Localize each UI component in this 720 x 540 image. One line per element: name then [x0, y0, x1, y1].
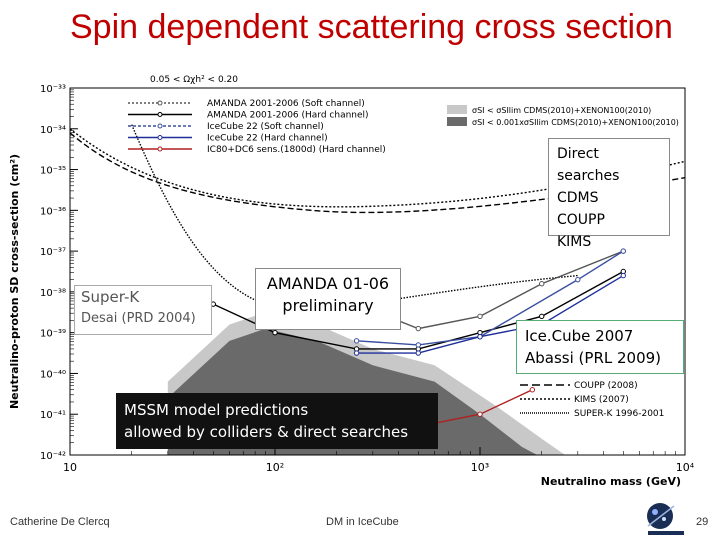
series-point: [353, 350, 360, 356]
legend-swatch: [447, 117, 467, 126]
series-point: [620, 248, 626, 254]
direct-line-1: Direct searches: [557, 146, 620, 184]
x-axis-label: Neutralino mass (GeV): [541, 475, 681, 488]
x-tick-label: 10²: [266, 461, 284, 474]
superk-line-1: Super-K: [81, 288, 140, 306]
y-axis-label: Neutralino-proton SD cross-section (cm²): [8, 154, 21, 409]
series-point: [415, 325, 421, 332]
footer-author: Catherine De Clercq: [10, 516, 110, 528]
coupp-curve: [69, 132, 686, 214]
series-point: [575, 276, 581, 283]
amanda-line-1: AMANDA 01-06: [266, 274, 390, 293]
amanda-line-2: preliminary: [282, 296, 374, 315]
mssm-line-2: allowed by colliders & direct searches: [124, 423, 409, 441]
direct-line-2: CDMS: [557, 190, 599, 206]
legend-label: KIMS (2007): [574, 395, 629, 405]
series-point: [529, 387, 536, 393]
legend-label: SUPER-K 1996-2001: [574, 409, 664, 419]
superk-curve: [131, 124, 578, 310]
superk-line-2: Desai (PRD 2004): [81, 311, 196, 326]
page-number: 29: [696, 516, 709, 528]
legend-label: IceCube 22 (Hard channel): [207, 134, 328, 144]
legend-label: σSI < 0.001xσSIlim CDMS(2010)+XENON100(2…: [472, 118, 679, 127]
y-tick-label: 10⁻⁴⁰: [40, 369, 66, 380]
plot-frame: [69, 87, 686, 456]
slide-title: Spin dependent scattering cross section: [70, 8, 673, 46]
series-point: [539, 281, 545, 287]
legend-label: AMANDA 2001-2006 (Hard channel): [207, 111, 369, 121]
legend-marker: [157, 112, 163, 117]
legend-marker: [157, 135, 163, 140]
footer-talk-title: DM in IceCube: [326, 516, 399, 528]
mssm-note: MSSM model predictions allowed by collid…: [116, 393, 438, 449]
series-point: [477, 313, 483, 320]
y-tick-label: 10⁻³³: [40, 84, 66, 95]
icecube-logo: [647, 503, 684, 535]
direct-line-4: KIMS: [557, 234, 592, 250]
y-tick-label: 10⁻³⁶: [40, 206, 66, 217]
relic-density-note: 0.05 < Ωχh² < 0.20: [150, 75, 238, 85]
y-tick-label: 10⁻³⁴: [40, 125, 66, 136]
legend-label: σSI < σSIlim CDMS(2010)+XENON100(2010): [472, 106, 651, 115]
legend-swatch: [447, 105, 467, 114]
superk-note: Super-K Desai (PRD 2004): [74, 285, 212, 335]
mssm-line-1: MSSM model predictions: [124, 401, 309, 419]
amanda-note: AMANDA 01-06 preliminary: [255, 268, 401, 330]
y-tick-label: 10⁻³⁵: [40, 166, 66, 177]
series-point: [415, 350, 421, 356]
y-tick-label: 10⁻³⁸: [40, 288, 66, 299]
series-point: [477, 334, 483, 340]
legend-marker: [157, 146, 163, 152]
y-tick-label: 10⁻³⁷: [40, 247, 66, 258]
y-tick-label: 10⁻⁴²: [40, 451, 66, 462]
series-point: [415, 342, 421, 348]
legend-marker: [157, 123, 163, 129]
icecube-line-2: Abassi (PRL 2009): [525, 349, 662, 367]
legend-label: AMANDA 2001-2006 (Soft channel): [207, 99, 365, 109]
series-point: [353, 338, 360, 344]
legend-marker: [157, 100, 163, 106]
legend-label: IceCube 22 (Soft channel): [207, 122, 324, 132]
x-tick-label: 10: [63, 461, 77, 474]
direct-line-3: COUPP: [557, 212, 605, 228]
icecube-line-1: Ice.Cube 2007: [525, 327, 634, 345]
icecube-note: Ice.Cube 2007 Abassi (PRL 2009): [516, 320, 684, 374]
legend-label: COUPP (2008): [574, 381, 638, 391]
series-point: [539, 313, 545, 320]
series-point: [620, 272, 626, 279]
direct-searches-note: Direct searches CDMS COUPP KIMS: [548, 138, 670, 250]
series-point: [272, 329, 278, 336]
y-tick-label: 10⁻³⁹: [40, 329, 66, 340]
x-tick-label: 10⁴: [676, 461, 695, 474]
y-tick-label: 10⁻⁴¹: [40, 410, 66, 421]
x-tick-label: 10³: [471, 461, 489, 474]
series-point: [477, 411, 483, 417]
legend-label: IC80+DC6 sens.(1800d) (Hard channel): [207, 145, 386, 155]
